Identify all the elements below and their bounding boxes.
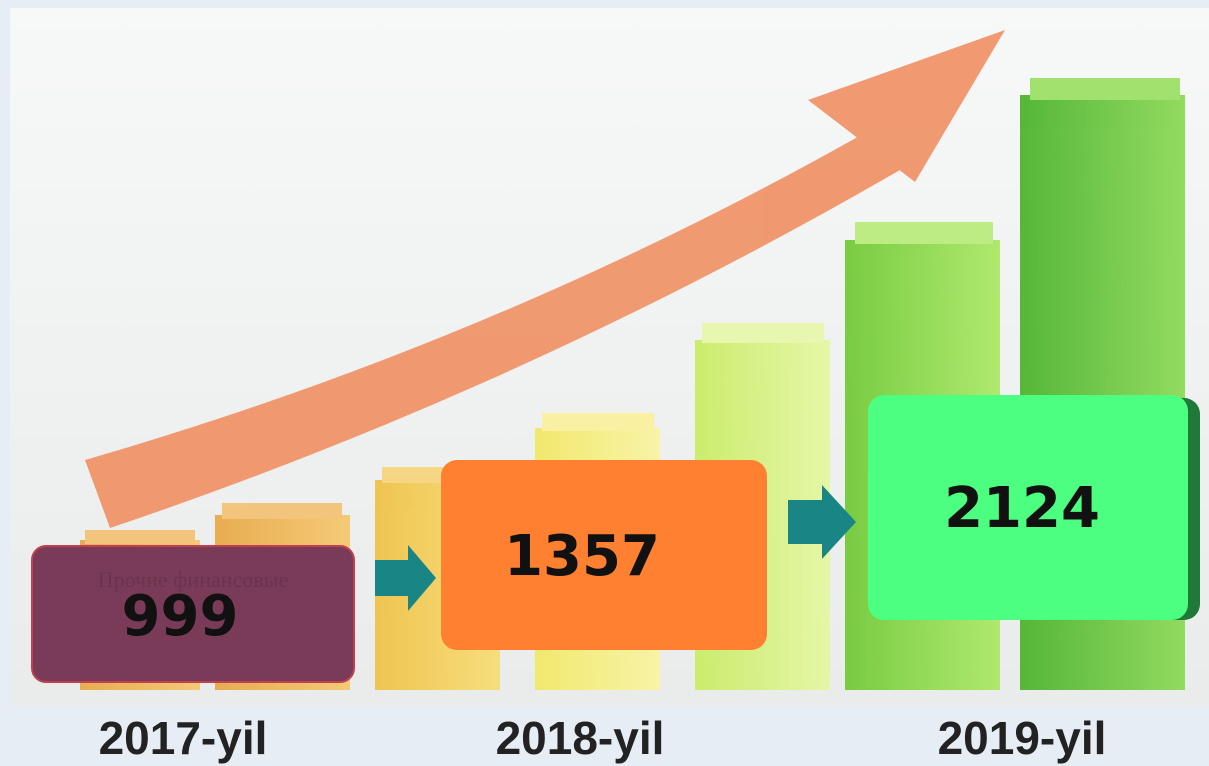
value: 2124 <box>944 476 1100 541</box>
ghost-text: Прочие финансовые <box>98 567 288 592</box>
value-box <box>31 545 355 683</box>
value-box <box>868 395 1188 620</box>
connector-arrow <box>375 485 856 611</box>
decorative-arrow <box>85 30 1005 528</box>
year-label: 2019-yil <box>938 712 1107 764</box>
value: 1357 <box>504 524 660 589</box>
year-label: 2018-yil <box>496 712 665 764</box>
value-box <box>441 460 767 650</box>
year-label: 2017-yil <box>99 712 268 764</box>
value: 999 <box>122 584 239 649</box>
